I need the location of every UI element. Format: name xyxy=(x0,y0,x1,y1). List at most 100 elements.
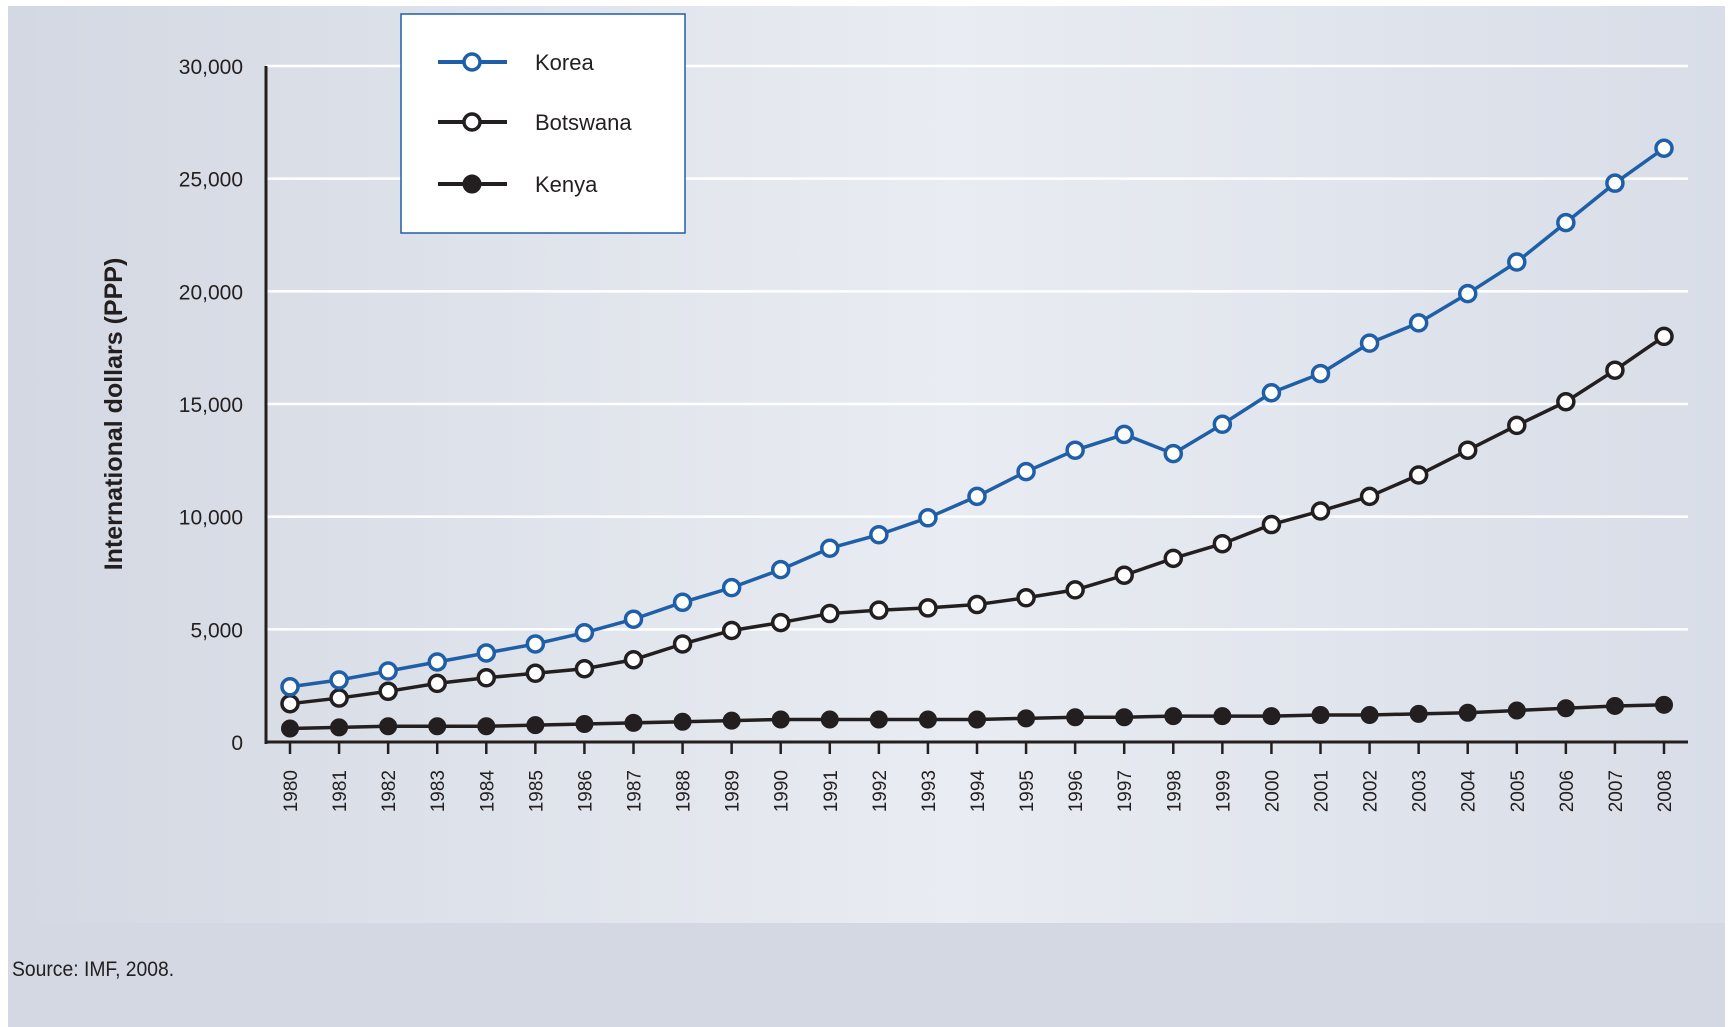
data-point xyxy=(1458,703,1477,722)
data-point xyxy=(378,661,398,681)
data-point xyxy=(526,716,545,735)
data-point xyxy=(280,677,300,697)
source-band xyxy=(8,923,1725,1027)
data-point xyxy=(771,710,790,729)
series-botswana xyxy=(280,326,1674,714)
data-point xyxy=(1408,465,1429,485)
data-point xyxy=(1654,138,1674,158)
data-point xyxy=(1163,548,1184,569)
data-point xyxy=(968,710,986,729)
data-point xyxy=(1065,580,1085,600)
x-tick-label: 1984 xyxy=(477,770,498,813)
data-point xyxy=(721,620,742,641)
data-point xyxy=(1359,333,1380,353)
x-tick-label: 1993 xyxy=(919,770,940,812)
legend-swatch-marker xyxy=(462,174,482,194)
data-point xyxy=(280,693,300,714)
data-point xyxy=(427,673,447,694)
data-point xyxy=(1016,461,1036,482)
data-point xyxy=(428,717,447,736)
x-tick-label: 1997 xyxy=(1115,770,1136,812)
x-tick-label: 1994 xyxy=(968,770,989,813)
data-point xyxy=(1212,414,1233,435)
data-point xyxy=(477,717,496,736)
source-note: Source: IMF, 2008. xyxy=(12,958,175,981)
data-point xyxy=(623,609,644,629)
x-tick-label: 1992 xyxy=(870,770,891,812)
data-point xyxy=(525,634,546,654)
x-tick-label: 1986 xyxy=(575,770,596,812)
legend-label: Korea xyxy=(535,50,594,75)
data-point xyxy=(1310,501,1331,521)
gridlines xyxy=(266,64,1688,631)
x-tick-label: 2005 xyxy=(1508,770,1529,812)
data-point xyxy=(1556,699,1575,718)
x-tick-label: 1988 xyxy=(674,770,695,812)
legend-swatch-marker xyxy=(462,112,482,132)
data-point xyxy=(1605,696,1624,715)
y-tick-label: 10,000 xyxy=(179,507,243,530)
data-point xyxy=(427,652,447,672)
x-tick-label: 2004 xyxy=(1459,770,1480,813)
data-point xyxy=(1605,360,1625,380)
x-tick-label: 2006 xyxy=(1557,770,1578,812)
data-point xyxy=(476,668,497,688)
data-point xyxy=(722,711,741,730)
data-point xyxy=(1114,424,1134,445)
data-point xyxy=(1457,440,1478,460)
data-point xyxy=(329,688,349,708)
x-tick-label: 1999 xyxy=(1213,770,1234,812)
series-kenya xyxy=(281,695,1673,738)
x-tick-label: 2003 xyxy=(1410,770,1431,812)
data-point xyxy=(1654,326,1674,347)
x-tick-label: 1983 xyxy=(428,770,449,812)
x-tick-label: 1985 xyxy=(526,770,547,812)
data-point xyxy=(673,712,692,731)
data-point xyxy=(476,643,497,663)
data-point xyxy=(1359,486,1380,507)
x-tick-label: 1980 xyxy=(281,770,302,812)
data-point xyxy=(820,603,840,624)
data-point xyxy=(1016,588,1036,608)
y-tick-label: 5,000 xyxy=(190,619,243,642)
x-tick-label: 2001 xyxy=(1312,770,1333,812)
data-point xyxy=(329,670,349,690)
data-point xyxy=(574,622,595,643)
data-point xyxy=(1310,363,1331,384)
data-point xyxy=(672,592,693,613)
x-tick-label: 1998 xyxy=(1164,770,1185,812)
data-point xyxy=(1507,252,1527,272)
data-point xyxy=(721,577,742,598)
y-tick-labels: 0 5,000 10,000 15,000 20,000 25,000 30,000 xyxy=(179,56,243,755)
series-korea xyxy=(280,138,1674,697)
data-point xyxy=(281,719,299,738)
data-point xyxy=(525,663,546,684)
data-point xyxy=(379,717,398,736)
data-point xyxy=(918,598,938,618)
data-point xyxy=(1065,440,1085,460)
data-point xyxy=(672,634,693,654)
data-point xyxy=(1066,708,1085,727)
x-tick-label: 1991 xyxy=(821,770,842,812)
x-tick-label: 1989 xyxy=(723,770,744,812)
x-ticks: 1980 1981 1982 1983 1984 1985 1986 1987 1988 1989… xyxy=(281,742,1676,812)
data-point xyxy=(869,710,888,729)
data-point xyxy=(1212,533,1233,554)
data-point xyxy=(1164,707,1183,726)
data-point xyxy=(1605,173,1625,193)
x-tick-label: 2000 xyxy=(1262,770,1283,812)
data-point xyxy=(1507,415,1527,436)
legend-item: Botswana xyxy=(438,110,632,135)
legend-label: Kenya xyxy=(535,172,598,197)
data-point xyxy=(574,659,595,679)
legend-item: Kenya xyxy=(438,172,598,197)
data-point xyxy=(967,594,987,615)
x-tick-label: 2007 xyxy=(1606,770,1627,812)
data-point xyxy=(1556,391,1576,412)
x-tick-label: 1996 xyxy=(1066,770,1087,812)
x-tick-label: 2008 xyxy=(1655,770,1676,812)
x-tick-label: 1987 xyxy=(625,770,646,812)
data-point xyxy=(869,600,889,620)
data-point xyxy=(1213,707,1232,726)
